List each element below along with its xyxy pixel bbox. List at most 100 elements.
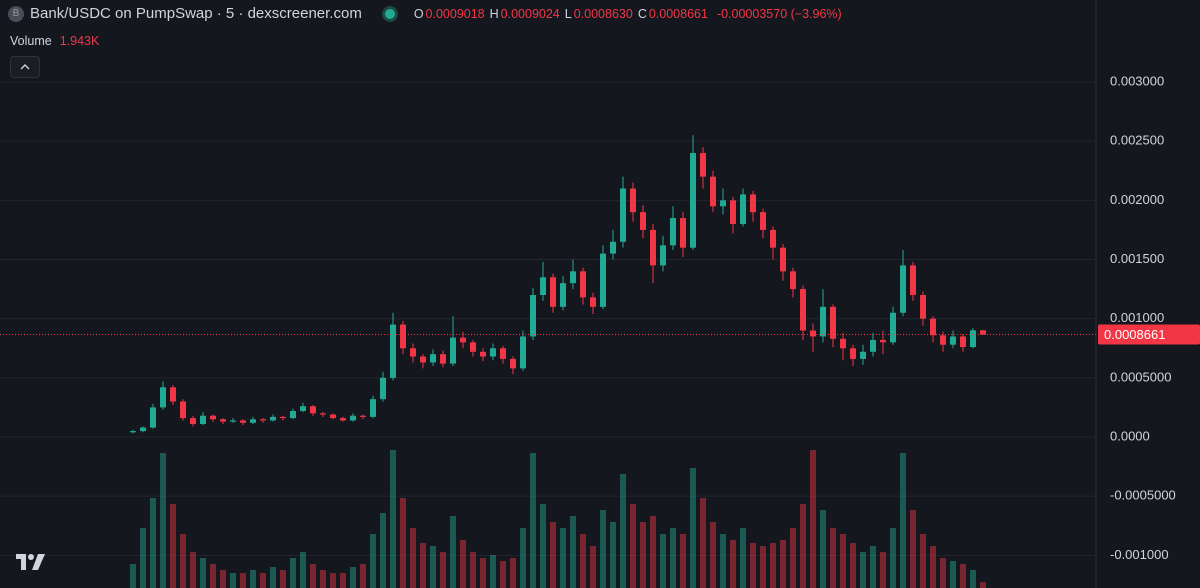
volume-bar (470, 552, 476, 588)
candle-body (770, 229, 776, 248)
volume-bar (500, 561, 506, 588)
volume-bar (960, 564, 966, 588)
candle-body (220, 419, 226, 422)
candle-body (280, 416, 286, 419)
market-status[interactable] (381, 5, 398, 22)
candle-body (160, 387, 166, 408)
candle-body (450, 337, 456, 364)
volume-bar (800, 504, 806, 588)
volume-bar (950, 561, 956, 588)
y-tick-label: 0.003000 (1110, 73, 1164, 88)
volume-bar (570, 516, 576, 588)
volume-bar (340, 573, 346, 588)
volume-bar (920, 534, 926, 588)
volume-bar (290, 558, 296, 588)
candle-body (340, 418, 346, 421)
candle-body (800, 289, 806, 331)
collapse-button[interactable] (10, 56, 40, 78)
candle-body (670, 218, 676, 246)
volume-bar (650, 516, 656, 588)
candle-body (960, 336, 966, 348)
volume-bar (380, 513, 386, 588)
candle-body (660, 245, 666, 266)
chevron-icon (20, 64, 30, 70)
volume-bar (540, 504, 546, 588)
candle-body (440, 354, 446, 364)
volume-bar (880, 552, 886, 588)
ohlc-value: 0.0009024 (500, 6, 560, 21)
candle-body (540, 277, 546, 296)
volume-bar (130, 564, 136, 588)
volume-bar (350, 567, 356, 588)
candle-body (270, 416, 276, 421)
candle-body (150, 407, 156, 428)
y-tick-label: 0.0005000 (1110, 369, 1171, 384)
volume-bar (560, 528, 566, 588)
volume-bar (170, 504, 176, 588)
legend-header: B Bank/USDC on PumpSwap · 5 · dexscreene… (8, 5, 842, 22)
volume-value: 1.943K (59, 34, 100, 48)
candle-body (320, 413, 326, 415)
volume-bar (930, 546, 936, 588)
candle-body (130, 431, 136, 433)
volume-bar (400, 498, 406, 588)
volume-bar (970, 570, 976, 588)
symbol-icon: B (8, 5, 24, 22)
candle-body (170, 387, 176, 402)
volume-bar (760, 546, 766, 588)
volume-bar (670, 528, 676, 588)
volume-bar (900, 453, 906, 588)
volume-bar (440, 552, 446, 588)
volume-bar (370, 534, 376, 588)
candle-body (580, 271, 586, 298)
ohlc-key: C (637, 6, 647, 21)
candle-body (300, 406, 306, 411)
candle-body (920, 295, 926, 319)
candle-body (140, 427, 146, 432)
candle-body (480, 351, 486, 357)
volume-bar (330, 573, 336, 588)
candle-body (750, 194, 756, 213)
candle-body (360, 415, 366, 417)
volume-bar (180, 534, 186, 588)
candle-body (510, 358, 516, 369)
volume-bar (730, 540, 736, 588)
volume-bar (300, 552, 306, 588)
volume-bar (810, 450, 816, 588)
candle-body (570, 271, 576, 284)
candle-body (710, 176, 716, 207)
candle-body (550, 277, 556, 307)
candle-body (380, 377, 386, 400)
candle-body (930, 318, 936, 336)
candle-body (680, 218, 686, 248)
candle-body (390, 324, 396, 378)
volume-bar (630, 504, 636, 588)
volume-bar (240, 573, 246, 588)
tradingview-logo[interactable] (14, 550, 48, 574)
candle-body (560, 283, 566, 307)
volume-bar (200, 558, 206, 588)
last-price-label: 0.0008661 (1104, 327, 1165, 342)
y-tick-label: 0.002000 (1110, 192, 1164, 207)
candle-body (210, 415, 216, 420)
ohlc-value: 0.0008661 (648, 6, 708, 21)
candle-body (350, 415, 356, 421)
candle-body (530, 295, 536, 337)
volume-bar (940, 558, 946, 588)
volume-bar (390, 450, 396, 588)
volume-bar (210, 564, 216, 588)
volume-bar (530, 453, 536, 588)
y-tick-label: 0.002500 (1110, 133, 1164, 148)
candle-body (500, 348, 506, 359)
candle-body (970, 330, 976, 348)
volume-bar (490, 555, 496, 588)
candle-body (620, 188, 626, 242)
candle-body (890, 312, 896, 343)
ohlc-value: 0.0008630 (573, 6, 633, 21)
volume-bar (720, 534, 726, 588)
volume-bar (320, 570, 326, 588)
volume-bar (690, 468, 696, 588)
y-tick-label: -0.0005000 (1110, 488, 1176, 503)
